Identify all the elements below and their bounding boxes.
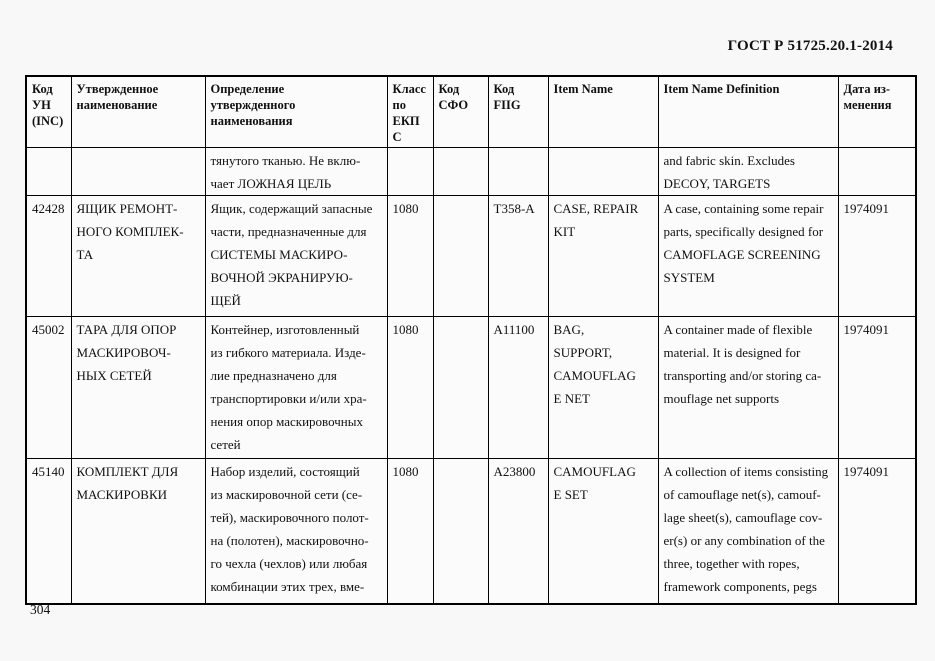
column-header-sfo-code: Код СФО — [432, 75, 489, 148]
cell-item-name-definition: A collection of items consisting of camo… — [657, 458, 839, 604]
cell-inc-code: 45140 — [25, 458, 72, 604]
document-title: ГОСТ Р 51725.20.1-2014 — [727, 38, 893, 54]
cell-inc-code: 45002 — [25, 316, 72, 459]
cell-sfo-code — [432, 147, 489, 196]
cell-item-name-definition: A case, containing some repair parts, sp… — [657, 195, 839, 317]
cell-sfo-code — [432, 316, 489, 459]
column-header-approved-name-definition: Определение утвержденного наименования — [204, 75, 388, 148]
cell-approved-name-definition: Ящик, содержащий запасные части, предназ… — [204, 195, 388, 317]
column-header-fiig-code: Код FIIG — [487, 75, 549, 148]
cell-fiig-code: A11100 — [487, 316, 549, 459]
column-header-item-name: Item Name — [547, 75, 659, 148]
cell-change-date: 1974091 — [837, 195, 917, 317]
cell-item-name: CASE, REPAIR KIT — [547, 195, 659, 317]
column-header-change-date: Дата из- менения — [837, 75, 917, 148]
cell-approved-name: ЯЩИК РЕМОНТ- НОГО КОМПЛЕК- ТА — [70, 195, 206, 317]
column-header-item-name-definition: Item Name Definition — [657, 75, 839, 148]
column-header-inc-code: Код УН (INC) — [25, 75, 72, 148]
cell-approved-name: КОМПЛЕКТ ДЛЯ МАСКИРОВКИ — [70, 458, 206, 604]
cell-change-date: 1974091 — [837, 316, 917, 459]
cell-approved-name-definition: Контейнер, изготовленный из гибкого мате… — [204, 316, 388, 459]
table-row: 45002 ТАРА ДЛЯ ОПОР МАСКИРОВОЧ- НЫХ СЕТЕ… — [25, 316, 917, 459]
cell-ekps-class: 1080 — [386, 316, 434, 459]
column-header-ekps-class: Класс по ЕКП С — [386, 75, 434, 148]
column-header-approved-name: Утвержденное наименование — [70, 75, 206, 148]
cell-sfo-code — [432, 458, 489, 604]
cell-ekps-class: 1080 — [386, 458, 434, 604]
cell-approved-name — [70, 147, 206, 196]
cell-sfo-code — [432, 195, 489, 317]
cell-item-name: CAMOUFLAG E SET — [547, 458, 659, 604]
cell-approved-name: ТАРА ДЛЯ ОПОР МАСКИРОВОЧ- НЫХ СЕТЕЙ — [70, 316, 206, 459]
page-number: 304 — [30, 602, 51, 617]
cell-fiig-code — [487, 147, 549, 196]
cell-item-name: BAG, SUPPORT, CAMOUFLAG E NET — [547, 316, 659, 459]
cell-ekps-class: 1080 — [386, 195, 434, 317]
cell-approved-name-definition: тянутого тканью. Не вклю- чает ЛОЖНАЯ ЦЕ… — [204, 147, 388, 196]
cell-change-date — [837, 147, 917, 196]
cell-fiig-code: T358-A — [487, 195, 549, 317]
item-codes-table: Код УН (INC) Утвержденное наименование О… — [25, 75, 917, 605]
cell-item-name-definition: A container made of flexible material. I… — [657, 316, 839, 459]
cell-change-date: 1974091 — [837, 458, 917, 604]
cell-item-name-definition: and fabric skin. Excludes DECOY, TARGETS — [657, 147, 839, 196]
cell-fiig-code: A23800 — [487, 458, 549, 604]
cell-inc-code — [25, 147, 72, 196]
table-header-row: Код УН (INC) Утвержденное наименование О… — [25, 75, 917, 148]
cell-item-name — [547, 147, 659, 196]
cell-approved-name-definition: Набор изделий, состоящий из маскировочно… — [204, 458, 388, 604]
table-row: 45140 КОМПЛЕКТ ДЛЯ МАСКИРОВКИ Набор изде… — [25, 458, 917, 604]
cell-ekps-class — [386, 147, 434, 196]
cell-inc-code: 42428 — [25, 195, 72, 317]
table-row: тянутого тканью. Не вклю- чает ЛОЖНАЯ ЦЕ… — [25, 147, 917, 196]
table-row: 42428 ЯЩИК РЕМОНТ- НОГО КОМПЛЕК- ТА Ящик… — [25, 195, 917, 317]
